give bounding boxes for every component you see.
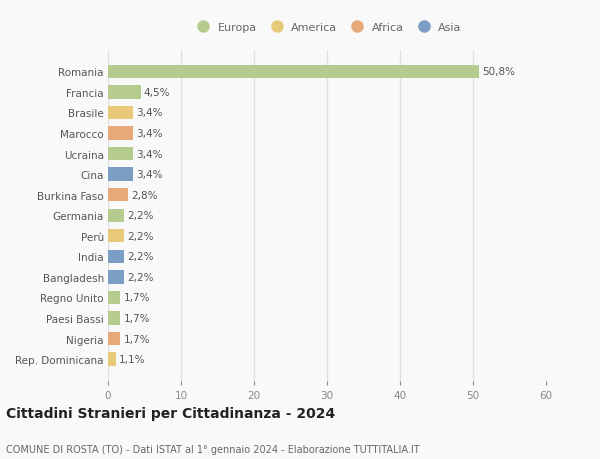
Bar <box>108 127 133 140</box>
Bar <box>108 106 133 120</box>
Legend: Europa, America, Africa, Asia: Europa, America, Africa, Asia <box>192 23 462 33</box>
Text: 2,2%: 2,2% <box>127 252 154 262</box>
Text: 3,4%: 3,4% <box>136 170 162 180</box>
Bar <box>108 168 133 181</box>
Text: 1,7%: 1,7% <box>124 313 150 323</box>
Bar <box>108 291 121 304</box>
Text: 2,8%: 2,8% <box>131 190 158 200</box>
Bar <box>108 271 124 284</box>
Text: 3,4%: 3,4% <box>136 108 162 118</box>
Text: 2,2%: 2,2% <box>127 272 154 282</box>
Bar <box>108 66 479 79</box>
Text: 1,7%: 1,7% <box>124 334 150 344</box>
Bar <box>108 209 124 223</box>
Text: 3,4%: 3,4% <box>136 149 162 159</box>
Text: 3,4%: 3,4% <box>136 129 162 139</box>
Bar <box>108 250 124 263</box>
Text: 1,7%: 1,7% <box>124 293 150 303</box>
Text: 4,5%: 4,5% <box>144 88 170 98</box>
Text: 2,2%: 2,2% <box>127 211 154 221</box>
Bar <box>108 353 116 366</box>
Bar <box>108 332 121 346</box>
Bar <box>108 230 124 243</box>
Bar <box>108 147 133 161</box>
Text: COMUNE DI ROSTA (TO) - Dati ISTAT al 1° gennaio 2024 - Elaborazione TUTTITALIA.I: COMUNE DI ROSTA (TO) - Dati ISTAT al 1° … <box>6 444 419 454</box>
Bar <box>108 86 141 99</box>
Text: Cittadini Stranieri per Cittadinanza - 2024: Cittadini Stranieri per Cittadinanza - 2… <box>6 406 335 420</box>
Text: 50,8%: 50,8% <box>482 67 515 77</box>
Text: 2,2%: 2,2% <box>127 231 154 241</box>
Text: 1,1%: 1,1% <box>119 354 145 364</box>
Bar <box>108 312 121 325</box>
Bar <box>108 189 128 202</box>
